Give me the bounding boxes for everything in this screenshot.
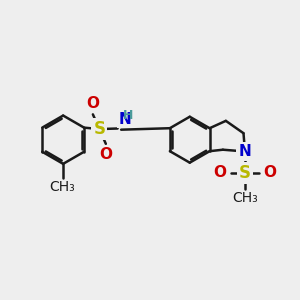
Text: N: N — [118, 112, 131, 127]
Text: O: O — [263, 165, 276, 180]
Text: CH₃: CH₃ — [232, 190, 258, 205]
Text: CH₃: CH₃ — [49, 180, 74, 194]
Text: O: O — [214, 165, 227, 180]
Text: O: O — [99, 147, 112, 162]
Text: S: S — [93, 120, 105, 138]
Text: S: S — [239, 164, 251, 182]
Text: N: N — [238, 144, 251, 159]
Text: O: O — [86, 96, 99, 111]
Text: H: H — [123, 109, 133, 122]
